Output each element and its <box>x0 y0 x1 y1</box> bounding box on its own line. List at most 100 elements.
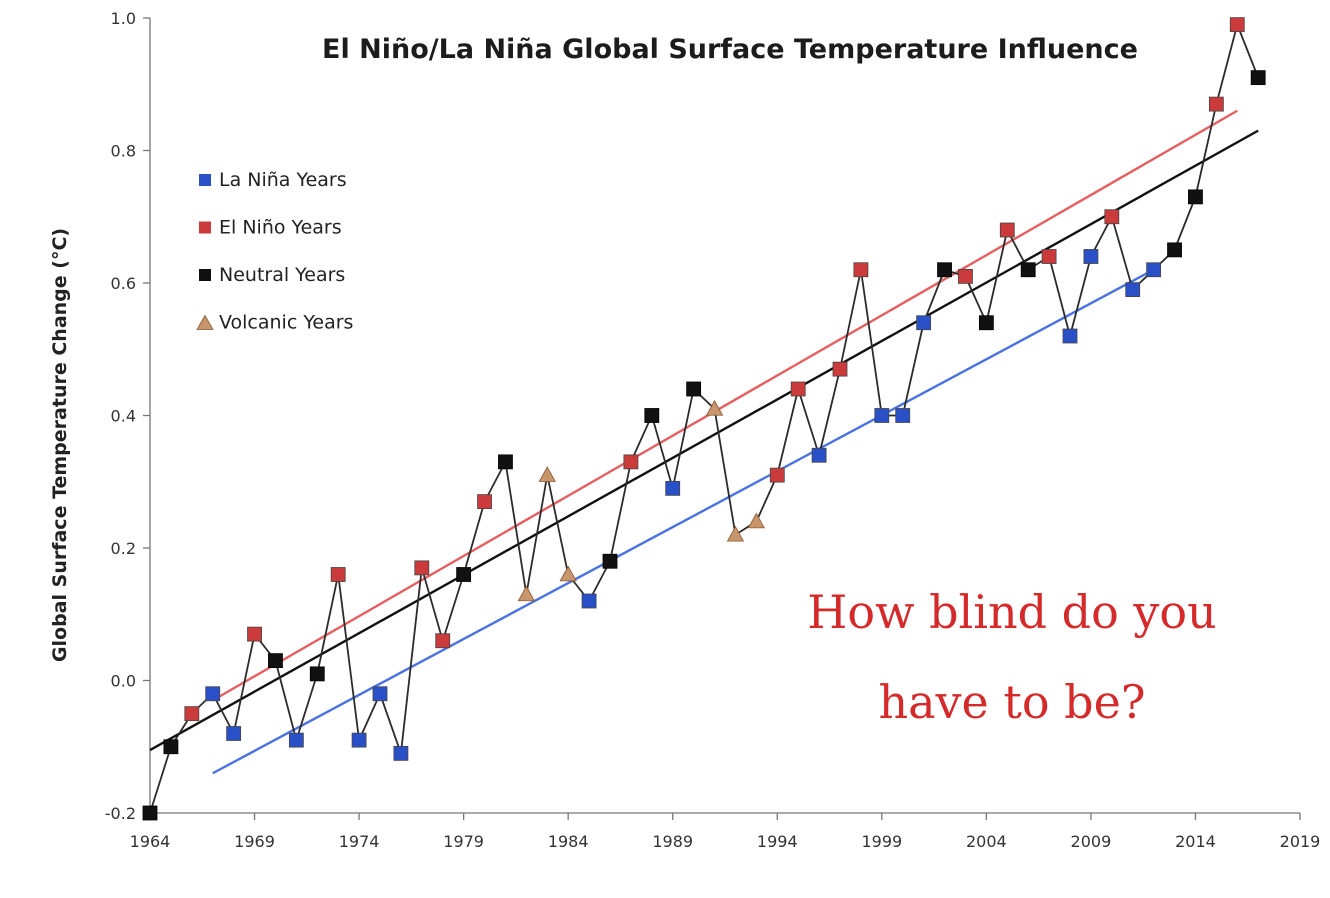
data-point-1979 <box>456 567 472 582</box>
data-point-1981 <box>498 454 513 470</box>
data-point-1998 <box>853 262 869 278</box>
data-point-2010 <box>1104 209 1120 225</box>
data-series <box>149 23 1260 814</box>
legend: La Niña Years El Niño Years Neutral Years V… <box>196 169 353 334</box>
data-point-2013 <box>1167 242 1182 258</box>
data-point-2000 <box>895 408 911 423</box>
la-nina-trend-line <box>212 268 1155 775</box>
data-point-1996 <box>811 447 827 463</box>
series-line <box>149 23 1260 814</box>
data-point-1978 <box>435 633 451 649</box>
y-tick-label: 0.4 <box>111 407 136 426</box>
x-tick-label: 1989 <box>652 832 693 851</box>
data-point-1966 <box>184 706 200 722</box>
data-point-1965 <box>163 739 179 755</box>
data-point-1985 <box>581 593 597 609</box>
x-tick-label: 2014 <box>1175 832 1216 851</box>
data-point-1983 <box>538 466 556 482</box>
x-tick-label: 1994 <box>757 832 798 851</box>
chart-title: El Niño/La Niña Global Surface Temperatu… <box>322 34 1138 65</box>
legend-marker <box>199 221 211 234</box>
data-point-2003 <box>958 268 973 284</box>
data-point-1992 <box>726 525 745 542</box>
data-point-1982 <box>517 585 536 602</box>
data-point-1987 <box>623 454 639 470</box>
axes: -0.2 0.0 0.2 0.4 0.6 0.8 1.0 1964 1969 1974 1979 19… <box>105 9 1321 851</box>
y-axis-label: Global Surface Temperature Change (°C) <box>49 228 71 662</box>
data-point-2014 <box>1188 189 1203 205</box>
data-point-1990 <box>686 381 702 397</box>
data-point-1973 <box>330 567 346 582</box>
y-tick-label: -0.2 <box>105 804 136 823</box>
annotation-line-2: have to be? <box>878 675 1145 729</box>
data-point-1972 <box>309 666 325 682</box>
data-point-1984 <box>559 565 577 582</box>
y-tick-label: 1.0 <box>111 9 136 28</box>
data-point-1986 <box>602 553 618 569</box>
data-point-1976 <box>393 745 409 761</box>
data-point-1997 <box>832 361 848 377</box>
annotation-line-1: How blind do you <box>807 585 1216 639</box>
legend-label: La Niña Years <box>219 169 347 191</box>
data-point-1999 <box>874 408 890 423</box>
y-tick-label: 0.6 <box>111 274 136 293</box>
data-point-1974 <box>351 732 367 748</box>
data-point-2012 <box>1146 262 1162 278</box>
data-point-2001 <box>916 315 932 331</box>
legend-item-el-nino: El Niño Years <box>199 217 342 239</box>
legend-label: Neutral Years <box>219 264 345 286</box>
data-point-1967 <box>205 686 221 702</box>
data-point-2011 <box>1125 282 1141 298</box>
legend-item-la-nina: La Niña Years <box>199 169 347 191</box>
data-point-2015 <box>1208 96 1224 112</box>
data-point-1968 <box>226 726 242 741</box>
x-tick-label: 2004 <box>966 832 1007 851</box>
data-point-2008 <box>1062 328 1078 344</box>
data-point-1988 <box>644 408 660 423</box>
neutral-trend-line <box>149 129 1259 752</box>
data-point-1980 <box>477 494 492 510</box>
legend-item-neutral: Neutral Years <box>199 264 345 286</box>
data-point-2017 <box>1250 70 1266 86</box>
data-point-1989 <box>665 480 681 496</box>
x-tick-label: 1999 <box>861 832 902 851</box>
data-point-1964 <box>142 805 158 821</box>
data-point-2006 <box>1020 262 1036 278</box>
legend-marker <box>199 269 211 281</box>
y-tick-label: 0.2 <box>111 539 136 558</box>
data-markers <box>142 17 1266 821</box>
data-point-2016 <box>1229 17 1245 33</box>
legend-item-volcanic: Volcanic Years <box>196 312 353 334</box>
data-point-1994 <box>769 467 785 483</box>
x-tick-label: 2019 <box>1280 832 1321 851</box>
data-point-2002 <box>937 262 952 278</box>
x-tick-label: 1974 <box>339 832 380 851</box>
data-point-2005 <box>999 222 1015 238</box>
data-point-1969 <box>247 626 262 642</box>
data-point-2004 <box>978 315 994 331</box>
legend-marker <box>196 314 214 330</box>
y-tick-label: 0.0 <box>111 672 136 691</box>
data-point-1977 <box>414 560 430 576</box>
data-point-2009 <box>1083 249 1099 264</box>
y-tick-label: 0.8 <box>111 142 136 161</box>
data-point-1995 <box>790 381 806 397</box>
x-tick-label: 1969 <box>234 832 275 851</box>
x-tick-label: 2009 <box>1071 832 1112 851</box>
data-point-1993 <box>747 512 766 529</box>
x-tick-label: 1984 <box>548 832 589 851</box>
legend-label: Volcanic Years <box>219 312 353 334</box>
data-point-1991 <box>705 400 724 416</box>
data-point-1971 <box>288 732 304 748</box>
chart-labels: El Niño/La Niña Global Surface Temperatu… <box>49 34 1217 729</box>
data-point-1975 <box>372 686 388 702</box>
legend-marker <box>199 174 211 186</box>
legend-label: El Niño Years <box>219 217 342 239</box>
x-tick-label: 1979 <box>443 832 484 851</box>
trend-lines <box>149 109 1259 775</box>
data-point-2007 <box>1041 249 1057 264</box>
el-nino-trend-line <box>212 109 1238 702</box>
x-tick-label: 1964 <box>130 832 171 851</box>
data-point-1970 <box>268 653 283 669</box>
